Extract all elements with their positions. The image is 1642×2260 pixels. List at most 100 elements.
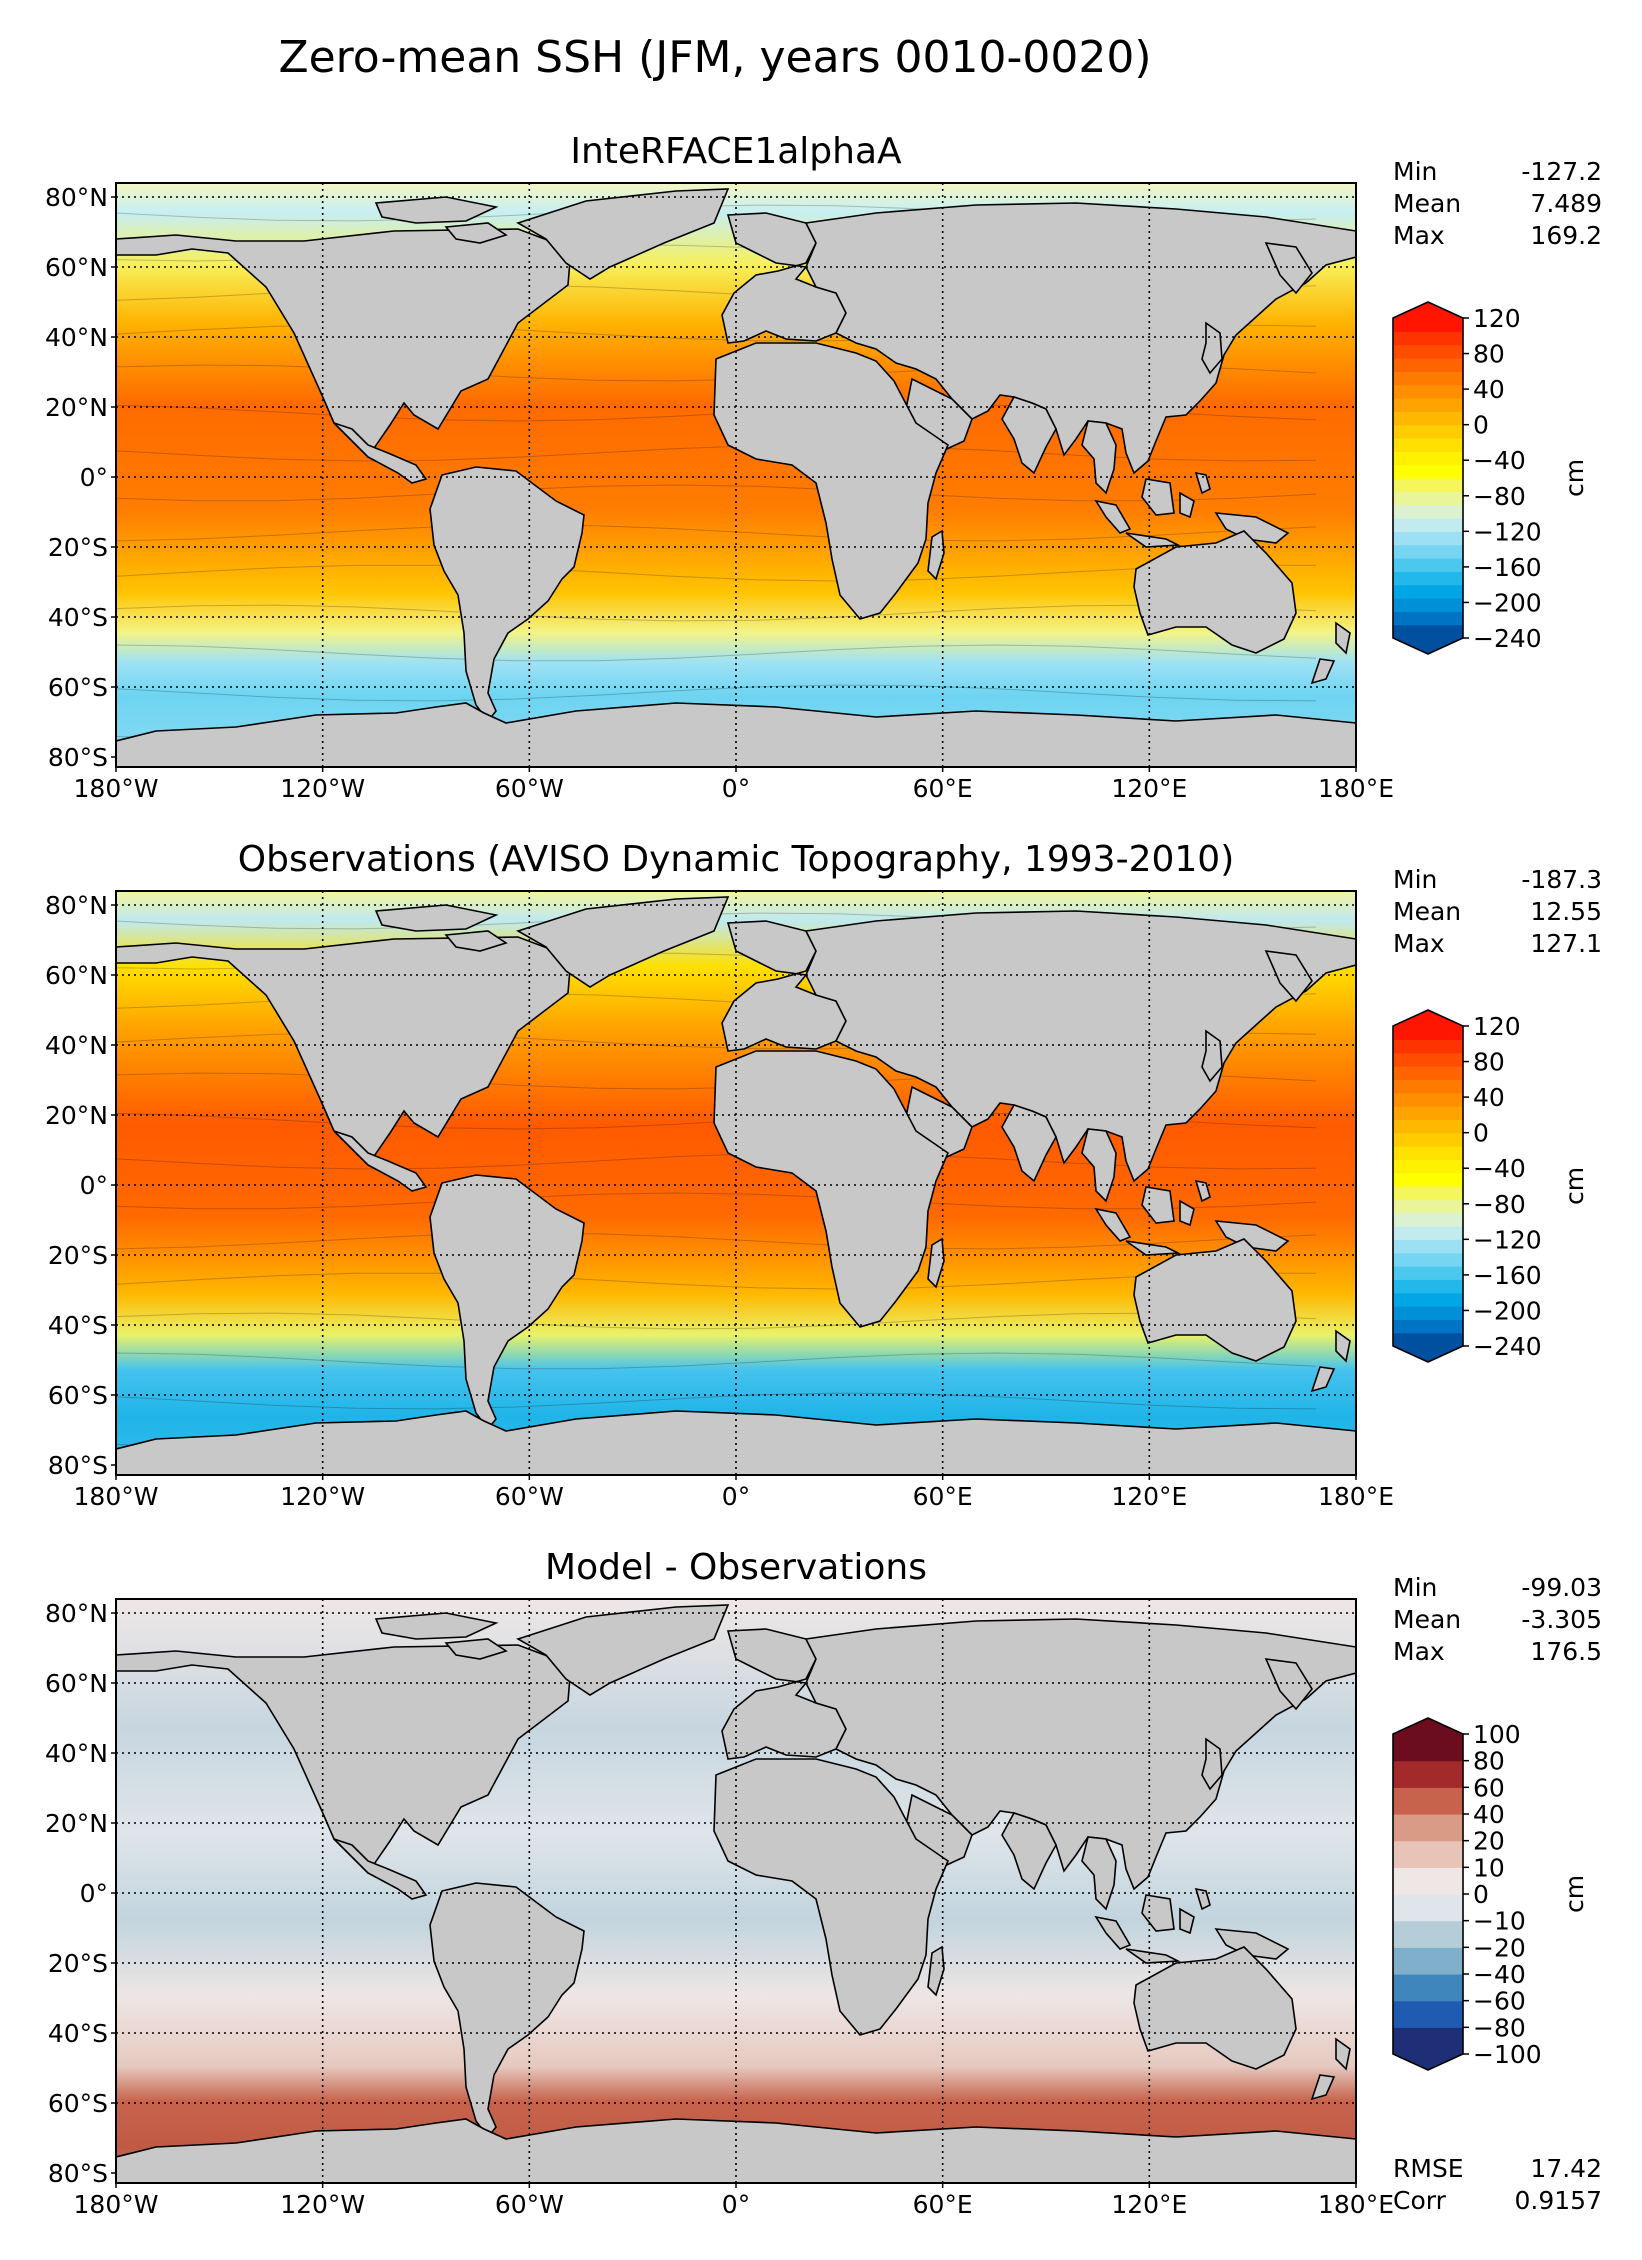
colorbar-segment — [1393, 358, 1463, 372]
colorbar-tick-label: 80 — [1473, 1747, 1505, 1776]
lat-tick-label: 0° — [80, 1171, 108, 1200]
colorbar-segment — [1393, 464, 1463, 479]
stat-value-mean: 12.55 — [1530, 897, 1602, 926]
colorbar-tick-label: −20 — [1473, 1933, 1526, 1962]
colorbar-segment — [1393, 411, 1463, 426]
contour-line — [116, 1192, 1317, 1210]
colorbar-segment — [1393, 1026, 1463, 1040]
map-area — [115, 182, 1357, 768]
panel-3: Model - Observations 80°N 60°N 40°N 20°N 0° 20… — [45, 1547, 1602, 2219]
colorbar-tick-label: 100 — [1473, 1720, 1521, 1749]
stat-label-max: Max — [1393, 1637, 1445, 1666]
colorbar-segment — [1393, 1840, 1463, 1868]
map-area — [115, 890, 1357, 1476]
colorbar-tick-label: 120 — [1473, 1012, 1521, 1041]
panel-title: Observations (AVISO Dynamic Topography, … — [238, 839, 1235, 880]
colorbar-segment — [1393, 1814, 1463, 1842]
lon-tick-label: 120°E — [1111, 2190, 1187, 2219]
contour-line — [116, 564, 1316, 582]
colorbar-segment — [1393, 491, 1463, 506]
contour-line — [116, 1312, 1317, 1330]
colorbar-extend-min — [1393, 2054, 1463, 2070]
colorbar: 120 80 40 0 −40 −80 −120 −160 −200 −240 cm — [1392, 1009, 1589, 1363]
lat-tick-label: 40°S — [48, 603, 108, 632]
lat-tick-label: 80°N — [45, 891, 108, 920]
colorbar-segment — [1393, 451, 1463, 466]
colorbar-extend-max — [1393, 1718, 1463, 1734]
lat-tick-label: 60°N — [45, 1669, 108, 1698]
colorbar-tick-label: −80 — [1473, 1190, 1526, 1219]
colorbar-tick-label: −100 — [1473, 2040, 1542, 2069]
lon-tick-label: 180°W — [74, 2190, 159, 2219]
stat-label-min: Min — [1393, 1573, 1437, 1602]
colorbar-extend-min — [1393, 1346, 1463, 1362]
colorbar-tick-label: −60 — [1473, 1987, 1526, 2016]
colorbar-segment — [1393, 544, 1463, 559]
lon-tick-label: 120°E — [1111, 774, 1187, 803]
colorbar-tick-label: −10 — [1473, 1907, 1526, 1936]
lat-tick-label: 0° — [80, 1879, 108, 1908]
colorbar-segment — [1393, 518, 1463, 532]
panel-2: Observations (AVISO Dynamic Topography, … — [45, 839, 1602, 1511]
lon-tick-label: 60°W — [495, 774, 564, 803]
colorbar-tick-label: 0 — [1473, 1119, 1489, 1148]
colorbar-segment — [1393, 1266, 1463, 1280]
lat-tick-label: 40°S — [48, 1311, 108, 1340]
colorbar-segment — [1393, 2000, 1463, 2028]
colorbar-segment — [1393, 1894, 1463, 1922]
colorbar-tick-label: −120 — [1473, 1225, 1542, 1254]
lat-tick-label: 60°N — [45, 961, 108, 990]
colorbar-segment — [1393, 1212, 1463, 1227]
colorbar-tick-label: 0 — [1473, 411, 1489, 440]
colorbar-unit-label: cm — [1560, 459, 1589, 497]
colorbar-tick-label: −240 — [1473, 1332, 1542, 1361]
colorbar-extend-min — [1393, 638, 1463, 654]
contour-line — [116, 604, 1317, 622]
colorbar-segment — [1393, 1199, 1463, 1214]
lat-tick-label: 80°N — [45, 183, 108, 212]
colorbar-segment — [1393, 318, 1463, 332]
colorbar-segment — [1393, 344, 1463, 359]
lon-tick-label: 0° — [722, 1482, 750, 1511]
colorbar-tick-label: 40 — [1473, 375, 1505, 404]
colorbar-segment — [1393, 371, 1463, 386]
stat-value-max: 176.5 — [1530, 1637, 1602, 1666]
lon-tick-label: 60°W — [495, 1482, 564, 1511]
colorbar-tick-label: 40 — [1473, 1083, 1505, 1112]
contour-line — [116, 1352, 1317, 1370]
colorbar-segment — [1393, 1279, 1463, 1294]
lat-tick-label: 20°S — [48, 533, 108, 562]
colorbar-tick-label: −80 — [1473, 2013, 1526, 2042]
colorbar-segment — [1393, 1787, 1463, 1815]
lon-tick-label: 120°W — [280, 774, 365, 803]
gridlines — [116, 1599, 1356, 2183]
colorbar-segment — [1393, 1239, 1463, 1254]
lon-tick-label: 180°W — [74, 1482, 159, 1511]
colorbar-tick-label: −160 — [1473, 1261, 1542, 1290]
colorbar-segment — [1393, 1186, 1463, 1200]
colorbar-segment — [1393, 1252, 1463, 1267]
colorbar-tick-label: −200 — [1473, 1296, 1542, 1325]
colorbar-segment — [1393, 398, 1463, 412]
colorbar: 120 80 40 0 −40 −80 −120 −160 −200 −240 cm — [1392, 301, 1589, 655]
colorbar-unit-label: cm — [1560, 1167, 1589, 1205]
stat-value-mean: -3.305 — [1521, 1605, 1602, 1634]
lat-tick-label: 60°S — [48, 673, 108, 702]
lon-tick-label: 120°E — [1111, 1482, 1187, 1511]
colorbar-tick-label: 120 — [1473, 304, 1521, 333]
colorbar-segment — [1393, 331, 1463, 346]
colorbar-segment — [1393, 1734, 1463, 1762]
stat-value-min: -127.2 — [1521, 157, 1602, 186]
colorbar-segment — [1393, 1039, 1463, 1054]
stat-value-corr: 0.9157 — [1515, 2186, 1602, 2215]
lon-tick-label: 180°E — [1318, 774, 1394, 803]
colorbar-segment — [1393, 1226, 1463, 1240]
stat-value-min: -99.03 — [1521, 1573, 1602, 1602]
colorbar-unit-label: cm — [1560, 1875, 1589, 1913]
stat-label-mean: Mean — [1393, 897, 1461, 926]
lon-tick-label: 180°E — [1318, 1482, 1394, 1511]
contour-line — [116, 484, 1317, 502]
lat-tick-label: 20°N — [45, 1101, 108, 1130]
lat-tick-label: 80°S — [48, 743, 108, 772]
